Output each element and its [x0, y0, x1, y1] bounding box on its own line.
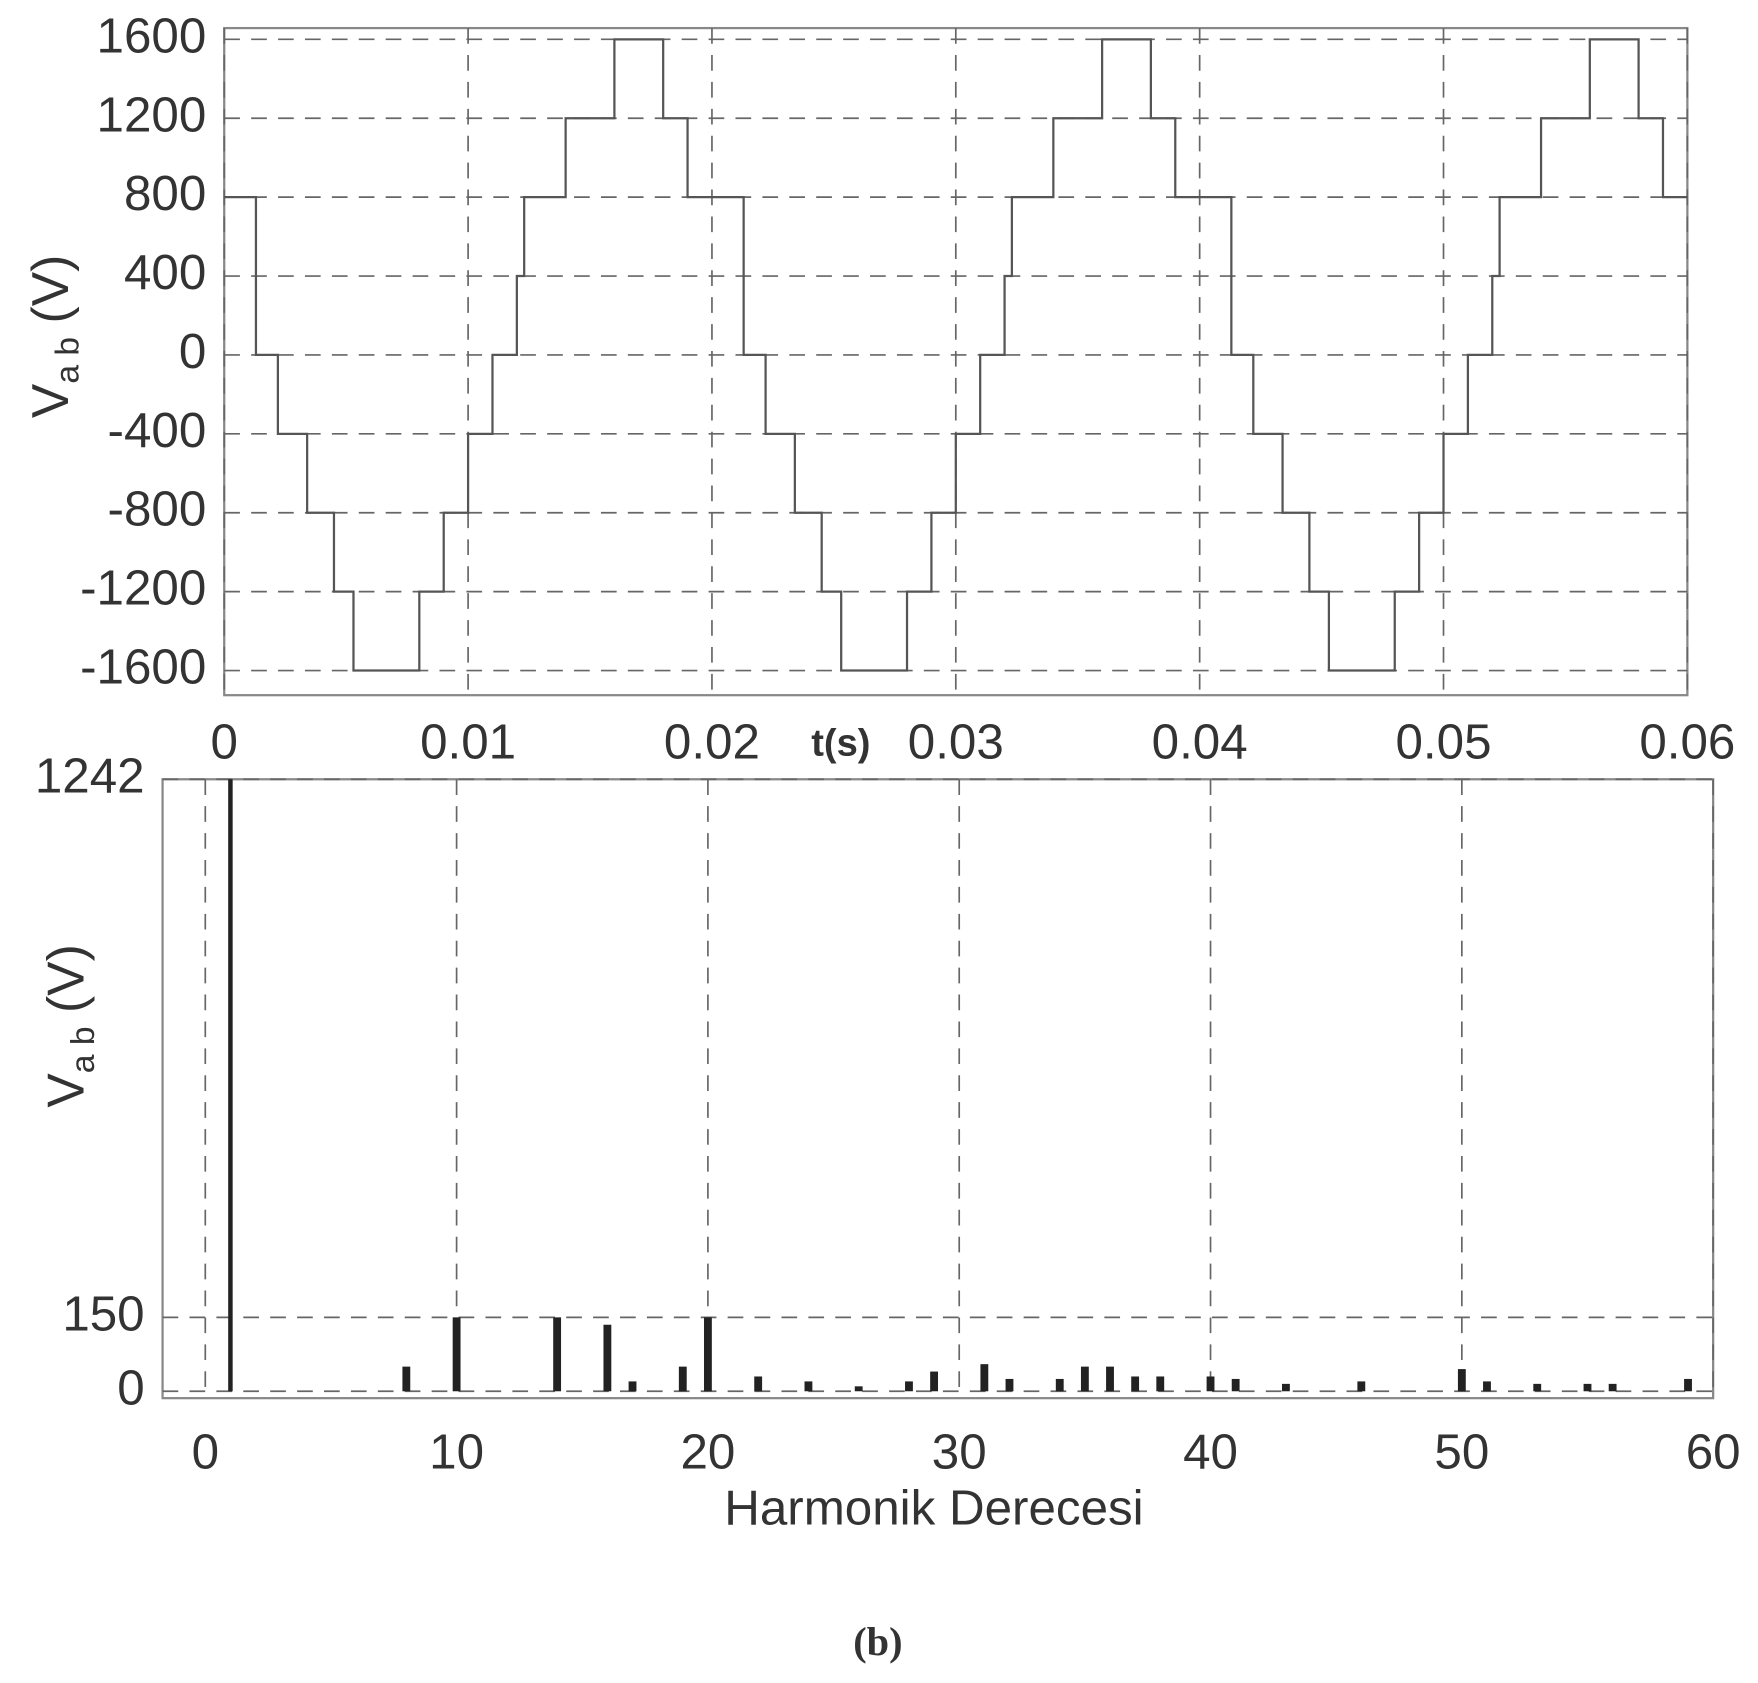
bar	[1608, 1383, 1617, 1392]
y-tick-label: 150	[62, 1286, 144, 1341]
x-tick-label: 10	[429, 1424, 484, 1479]
x-tick-label: 0.01	[420, 715, 516, 770]
bar	[1282, 1383, 1290, 1392]
x-tick-label: 0.05	[1396, 715, 1492, 770]
bar	[930, 1371, 939, 1392]
x-tick-label: 50	[1434, 1424, 1489, 1479]
bar	[228, 779, 233, 1392]
y-axis-label-part: (V)	[20, 255, 78, 324]
x-tick-label: 60	[1686, 1424, 1741, 1479]
y-axis-label-part: V	[36, 1073, 94, 1108]
bar	[1080, 1366, 1089, 1392]
waveform-line	[224, 38, 1688, 672]
bar	[905, 1381, 913, 1392]
y-tick-label: 400	[124, 245, 206, 300]
y-axis-label-part: V	[20, 383, 78, 418]
bar	[1106, 1366, 1114, 1392]
bar	[854, 1386, 863, 1392]
bar	[1684, 1378, 1692, 1392]
bar	[678, 1366, 687, 1392]
x-tick-label: 0.03	[908, 715, 1004, 770]
x-tick-label: 0.04	[1152, 715, 1248, 770]
y-tick-label: 0	[117, 1360, 144, 1415]
y-axis-label: Va b (V)	[20, 255, 86, 418]
y-tick-label: -400	[108, 403, 207, 458]
bar	[1583, 1383, 1592, 1392]
y-tick-label: 1600	[97, 8, 207, 63]
x-tick-label: 0	[192, 1424, 219, 1479]
bar	[754, 1376, 763, 1392]
y-tick-label: -1200	[80, 561, 206, 616]
bar	[703, 1317, 712, 1392]
bar	[1533, 1383, 1542, 1392]
x-tick-label: 30	[932, 1424, 987, 1479]
y-tick-label: 1242	[35, 748, 145, 803]
y-tick-label: 800	[124, 166, 206, 221]
y-tick-label: -800	[108, 482, 207, 537]
bar	[980, 1364, 989, 1392]
bar	[553, 1317, 562, 1392]
bar	[1055, 1378, 1064, 1392]
x-axis-label: Harmonik Derecesi	[724, 1480, 1143, 1535]
bar	[1131, 1376, 1140, 1392]
x-tick-label: 0	[211, 715, 238, 770]
y-tick-label: 1200	[97, 87, 207, 142]
y-tick-label: 0	[179, 324, 206, 379]
x-tick-label: 0.02	[664, 715, 760, 770]
bar	[452, 1317, 461, 1392]
caption: (b)	[853, 1619, 902, 1664]
x-tick-label: 20	[680, 1424, 735, 1479]
y-axis-label: Va b (V)	[36, 944, 102, 1107]
plot-frame	[161, 778, 1715, 1400]
x-tick-label: 0.06	[1639, 715, 1735, 770]
y-axis-label-part: a b	[65, 1026, 102, 1073]
bar	[1206, 1376, 1215, 1392]
bar	[1156, 1376, 1165, 1392]
x-tick-label: 40	[1183, 1424, 1238, 1479]
y-axis-label-part: a b	[49, 337, 86, 384]
bar	[402, 1366, 411, 1392]
x-axis-label: t(s)	[811, 723, 870, 765]
bar	[1231, 1378, 1240, 1392]
bar	[1457, 1369, 1466, 1392]
y-axis-label-part: (V)	[36, 944, 94, 1013]
y-tick-label: -1600	[80, 640, 206, 695]
bar	[804, 1381, 813, 1392]
bar	[628, 1381, 637, 1392]
bar	[1483, 1381, 1491, 1392]
bar	[603, 1324, 612, 1392]
bar	[1357, 1381, 1366, 1392]
bar	[1005, 1378, 1014, 1392]
